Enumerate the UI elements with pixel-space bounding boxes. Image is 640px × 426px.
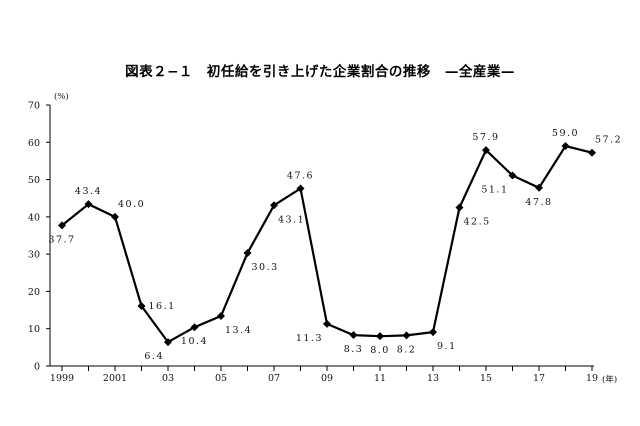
y-tick-label: 50 [28,175,40,186]
data-point-marker [349,331,358,340]
x-tick-label: 09 [321,373,333,384]
data-label: 43.1 [278,214,305,225]
data-label: 40.0 [118,199,145,210]
data-label: 59.0 [552,128,579,139]
data-point-marker [429,328,437,337]
data-label: 16.1 [149,301,176,312]
data-point-marker [270,201,278,210]
data-label: 8.2 [397,344,417,355]
x-tick-label: 1999 [50,373,74,384]
x-tick-label: 07 [268,373,280,384]
data-label: 42.5 [464,217,491,228]
data-point-marker [217,312,225,321]
data-label: 6.4 [144,351,164,362]
data-label: 47.6 [287,171,314,182]
data-point-marker [323,319,331,328]
series-line-group [58,142,596,347]
data-point-marker [535,183,543,192]
y-tick-label: 40 [28,212,40,223]
y-tick-label: 30 [28,250,40,261]
x-axis-unit-label: (年) [602,374,617,385]
data-point-marker [243,249,252,258]
data-point-marker [402,331,411,340]
data-label: 57.9 [472,132,499,143]
x-tick-label: 03 [162,373,174,384]
data-point-marker [376,332,384,341]
data-label: 30.3 [252,262,279,273]
data-point-marker [588,148,596,157]
x-tick-label: 2001 [103,373,127,384]
data-point-marker [58,221,66,230]
data-labels: 37.7 43.4 40.0 16.1 6.4 10.4 13.4 30.3 43.1 47.6 1… [48,128,622,362]
y-tick-label: 20 [28,287,40,298]
data-label: 51.1 [481,184,508,195]
data-label: 13.4 [225,325,252,336]
data-label: 10.4 [181,336,208,347]
x-tick-label: 11 [374,373,386,384]
axes: 0 10 20 30 40 50 60 70 (%) 1999 2001 03 05 07 09 11 13 15… [28,91,617,385]
data-label: 43.4 [75,186,102,197]
data-point-marker [455,203,464,212]
data-label: 37.7 [48,234,75,245]
data-point-marker [482,146,490,155]
x-tick-label: 05 [215,373,227,384]
data-label: 9.1 [437,341,457,352]
data-label: 11.3 [296,333,323,344]
data-point-marker [164,338,172,347]
y-tick-label: 60 [28,138,40,149]
data-label: 57.2 [595,135,622,146]
data-point-marker [190,323,199,332]
data-point-marker [84,200,93,209]
data-label: 8.3 [344,344,364,355]
data-label: 47.8 [525,197,552,208]
data-point-marker [561,142,570,151]
data-point-marker [111,212,119,221]
x-tick-label: 17 [533,373,545,384]
data-point-marker [137,301,146,310]
x-tick-label: 19 [586,373,598,384]
y-axis-unit-label: (%) [54,91,69,102]
y-tick-label: 70 [28,101,40,112]
data-label: 8.0 [370,345,390,356]
y-tick-label: 0 [34,362,40,373]
data-point-marker [296,184,305,193]
x-tick-label: 13 [427,373,439,384]
chart-title: 図表２−１ 初任給を引き上げた企業割合の推移 —全産業— [125,64,515,80]
data-point-marker [508,171,517,180]
y-tick-label: 10 [28,324,40,335]
x-tick-label: 15 [480,373,492,384]
